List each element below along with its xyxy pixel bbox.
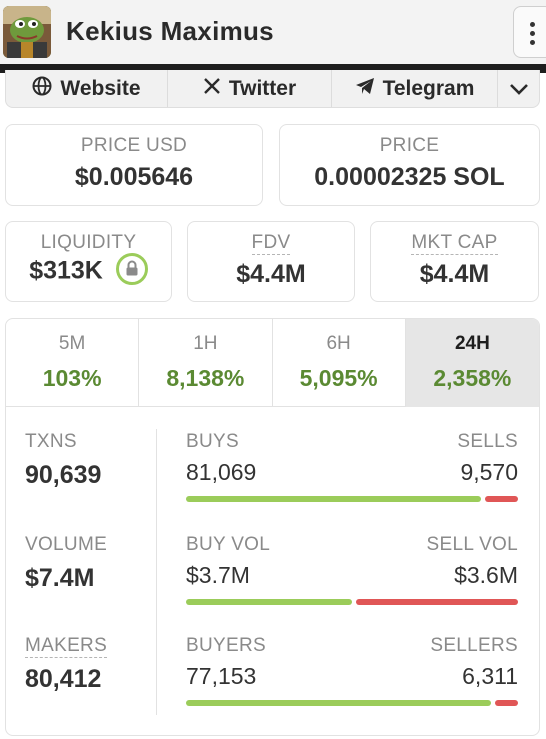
volume-split-bar — [186, 599, 518, 605]
more-vertical-icon — [530, 22, 535, 27]
more-vertical-icon-dot — [530, 40, 535, 45]
liquidity-card: LIQUIDITY $313K — [5, 221, 172, 302]
tab-6h-change: 5,095% — [299, 365, 378, 391]
mktcap-label[interactable]: MKT CAP — [411, 232, 498, 255]
sell-vol-label: SELL VOL — [426, 534, 518, 555]
sells-value: 9,570 — [460, 459, 518, 485]
tab-24h[interactable]: 24H 2,358% — [405, 319, 539, 407]
sells-bar-fill — [485, 496, 518, 502]
sellers-bar-fill — [495, 700, 518, 706]
liquidity-label: LIQUIDITY — [40, 232, 137, 253]
price-native-label: PRICE — [379, 135, 440, 156]
makers-stat: MAKERS 80,412 — [25, 635, 108, 694]
website-link[interactable]: Website — [6, 70, 168, 107]
price-native-card: PRICE 0.00002325 SOL — [279, 124, 540, 206]
stats-divider — [156, 429, 157, 715]
fdv-value: $4.4M — [236, 260, 306, 288]
telegram-link[interactable]: Telegram — [332, 70, 498, 107]
telegram-link-label: Telegram — [382, 76, 475, 100]
buy-vol-label: BUY VOL — [186, 534, 271, 555]
timeframe-tabs: 5M 103% 1H 8,138% 6H 5,095% 24H 2,358% — [6, 319, 539, 407]
buyers-sellers-row: BUYERS SELLERS 77,153 6,311 — [186, 635, 518, 715]
buys-bar-fill — [186, 496, 481, 502]
makers-label[interactable]: MAKERS — [25, 635, 108, 658]
sell-vol-value: $3.6M — [454, 562, 518, 588]
tab-1h[interactable]: 1H 8,138% — [139, 319, 273, 407]
buy-vol-bar-fill — [186, 599, 352, 605]
tab-1h-change: 8,138% — [166, 365, 245, 391]
volume-label: VOLUME — [25, 534, 108, 555]
txns-label: TXNS — [25, 431, 77, 452]
mktcap-value: $4.4M — [419, 260, 490, 288]
volume-split-row: BUY VOL SELL VOL $3.7M $3.6M — [186, 534, 518, 614]
volume-value: $7.4M — [25, 564, 95, 592]
fdv-card: FDV $4.4M — [187, 221, 355, 302]
tab-6h-label: 6H — [326, 333, 351, 354]
lock-icon[interactable] — [115, 253, 148, 285]
more-vertical-icon-dot — [530, 31, 535, 36]
twitter-link[interactable]: Twitter — [168, 70, 332, 107]
buyers-sellers-bar — [186, 700, 518, 706]
mktcap-card: MKT CAP $4.4M — [370, 221, 539, 302]
sellers-label: SELLERS — [430, 635, 518, 656]
more-links-button[interactable] — [498, 70, 539, 107]
buyers-bar-fill — [186, 700, 491, 706]
twitter-link-label: Twitter — [228, 76, 297, 100]
buys-label: BUYS — [186, 431, 239, 452]
makers-value: 80,412 — [25, 665, 102, 693]
price-usd-value: $0.005646 — [74, 163, 194, 191]
volume-stat: VOLUME $7.4M — [25, 534, 107, 593]
tab-5m-change: 103% — [42, 365, 102, 391]
trading-stats-panel: 5M 103% 1H 8,138% 6H 5,095% 24H 2,358% T… — [5, 318, 540, 736]
sells-label: SELLS — [457, 431, 518, 452]
buyers-value: 77,153 — [186, 663, 257, 689]
buys-value: 81,069 — [186, 459, 257, 485]
token-header: Kekius Maximus — [0, 0, 546, 64]
tab-1h-label: 1H — [193, 333, 218, 354]
tab-6h[interactable]: 6H 5,095% — [273, 319, 406, 407]
buyers-label: BUYERS — [186, 635, 266, 656]
chevron-down-icon — [509, 77, 529, 101]
sell-vol-bar-fill — [356, 599, 518, 605]
price-usd-card: PRICE USD $0.005646 — [5, 124, 263, 206]
price-native-value: 0.00002325 SOL — [314, 163, 505, 191]
sellers-value: 6,311 — [462, 663, 518, 689]
tab-5m[interactable]: 5M 103% — [6, 319, 140, 407]
tab-5m-label: 5M — [58, 333, 86, 354]
header-divider — [0, 64, 546, 73]
txns-stat: TXNS 90,639 — [25, 431, 101, 490]
price-usd-label: PRICE USD — [80, 135, 188, 156]
token-title: Kekius Maximus — [66, 16, 274, 46]
fdv-label[interactable]: FDV — [251, 232, 291, 255]
buys-sells-bar — [186, 496, 518, 502]
more-menu-button[interactable] — [513, 6, 546, 58]
x-logo-icon — [203, 77, 221, 101]
social-links-bar: Website Twitter Telegram — [5, 70, 540, 108]
globe-icon — [32, 76, 52, 102]
website-link-label: Website — [60, 76, 141, 100]
tab-24h-label: 24H — [454, 333, 490, 354]
buys-sells-row: BUYS SELLS 81,069 9,570 — [186, 431, 518, 511]
liquidity-value: $313K — [29, 256, 103, 285]
telegram-icon — [355, 77, 375, 101]
txns-value: 90,639 — [25, 461, 102, 489]
tab-24h-change: 2,358% — [433, 365, 512, 391]
buy-vol-value: $3.7M — [186, 562, 250, 588]
frog-avatar-icon — [3, 6, 51, 58]
